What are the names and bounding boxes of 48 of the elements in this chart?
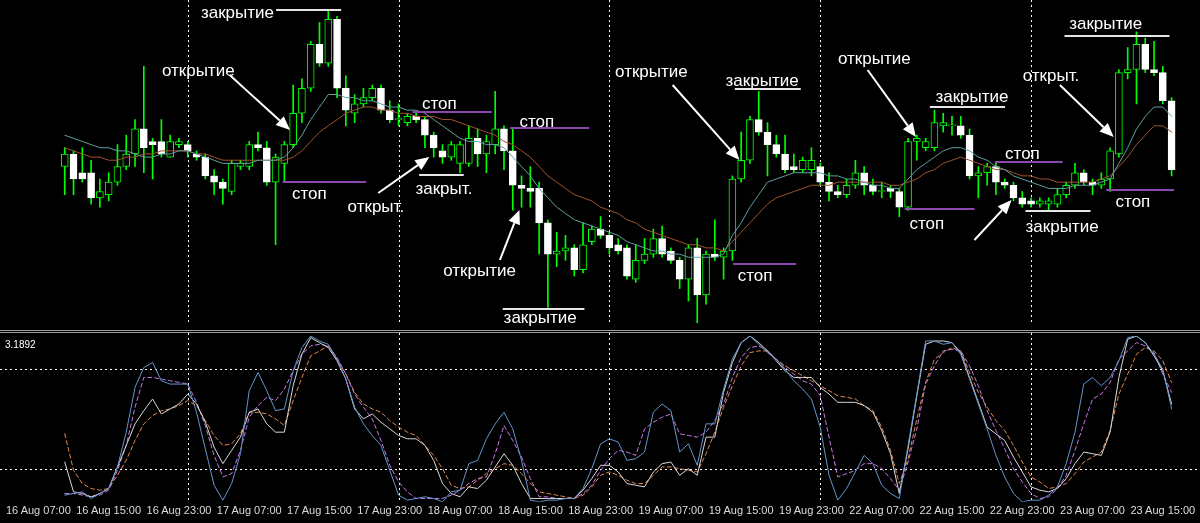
candlestick — [78, 147, 87, 183]
candlestick — [254, 131, 262, 152]
x-tick-label: 22 Aug 15:00 — [919, 504, 985, 517]
annotation: открытие — [837, 49, 911, 68]
x-tick-label: 16 Aug 15:00 — [76, 504, 142, 517]
annotation: закрыт. — [415, 179, 473, 198]
annotation: стоп — [1005, 144, 1040, 163]
x-tick-label: 16 Aug 07:00 — [5, 504, 71, 517]
annotation: стоп — [421, 94, 457, 113]
x-tick-label: 23 Aug 15:00 — [1130, 504, 1196, 517]
candlestick — [948, 116, 956, 136]
x-tick-label: 17 Aug 07:00 — [216, 504, 282, 517]
annotation: закрытие — [725, 71, 799, 90]
x-tick-label: 17 Aug 23:00 — [357, 504, 423, 517]
candlestick — [139, 66, 148, 174]
x-tick-label: 22 Aug 07:00 — [849, 504, 915, 517]
x-tick-label: 18 Aug 07:00 — [427, 504, 493, 517]
annotation: закрытие — [503, 308, 577, 327]
x-tick-label: 22 Aug 23:00 — [989, 504, 1055, 517]
annotation: стоп — [737, 266, 773, 285]
annotation: закрытие — [200, 3, 274, 22]
annotation: открыт. — [1022, 66, 1080, 85]
annotation: открытие — [443, 261, 516, 280]
annotation: открытие — [615, 62, 688, 81]
x-tick-label: 19 Aug 07:00 — [638, 504, 704, 517]
candlestick — [939, 112, 948, 133]
annotation: открыт. — [347, 197, 405, 216]
x-tick-label: 23 Aug 07:00 — [1060, 504, 1125, 517]
x-tick-label: 18 Aug 23:00 — [568, 504, 634, 517]
candlestick — [1123, 47, 1132, 80]
annotation: стоп — [909, 214, 945, 233]
x-tick-label: 19 Aug 15:00 — [708, 504, 774, 517]
annotation: 3.1892 — [5, 339, 36, 350]
annotation: закрытие — [935, 87, 1009, 106]
x-tick-label: 17 Aug 15:00 — [287, 504, 352, 517]
annotation: открытие — [161, 61, 235, 80]
annotation: закрытие — [1069, 14, 1143, 33]
annotation: стоп — [291, 184, 327, 203]
candlestick — [1150, 40, 1158, 77]
annotation: закрытие — [1025, 217, 1099, 236]
candlestick — [913, 134, 921, 161]
candlestick — [491, 91, 500, 155]
x-tick-label: 16 Aug 23:00 — [146, 504, 212, 517]
x-tick-label: 18 Aug 15:00 — [497, 504, 563, 517]
x-tick-label: 19 Aug 23:00 — [779, 504, 844, 517]
candlestick — [96, 178, 104, 208]
annotation: стоп — [1115, 192, 1151, 211]
annotation: стоп — [519, 112, 555, 131]
